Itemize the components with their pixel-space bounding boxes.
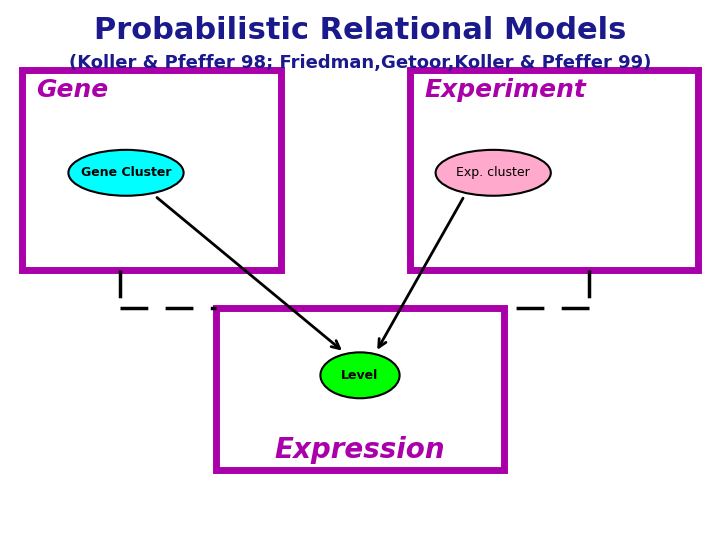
Ellipse shape — [68, 150, 184, 195]
Ellipse shape — [320, 353, 400, 399]
Bar — [410, 70, 698, 270]
Text: Expression: Expression — [275, 436, 445, 464]
Text: Exp. cluster: Exp. cluster — [456, 166, 530, 179]
Text: Experiment: Experiment — [425, 78, 587, 102]
Ellipse shape — [436, 150, 551, 195]
Text: (Koller & Pfeffer 98; Friedman,Getoor,Koller & Pfeffer 99): (Koller & Pfeffer 98; Friedman,Getoor,Ko… — [69, 54, 651, 72]
Bar — [22, 70, 281, 270]
Text: Gene Cluster: Gene Cluster — [81, 166, 171, 179]
Bar — [216, 308, 504, 470]
Text: Gene: Gene — [36, 78, 108, 102]
Text: Probabilistic Relational Models: Probabilistic Relational Models — [94, 16, 626, 45]
Text: Level: Level — [341, 369, 379, 382]
